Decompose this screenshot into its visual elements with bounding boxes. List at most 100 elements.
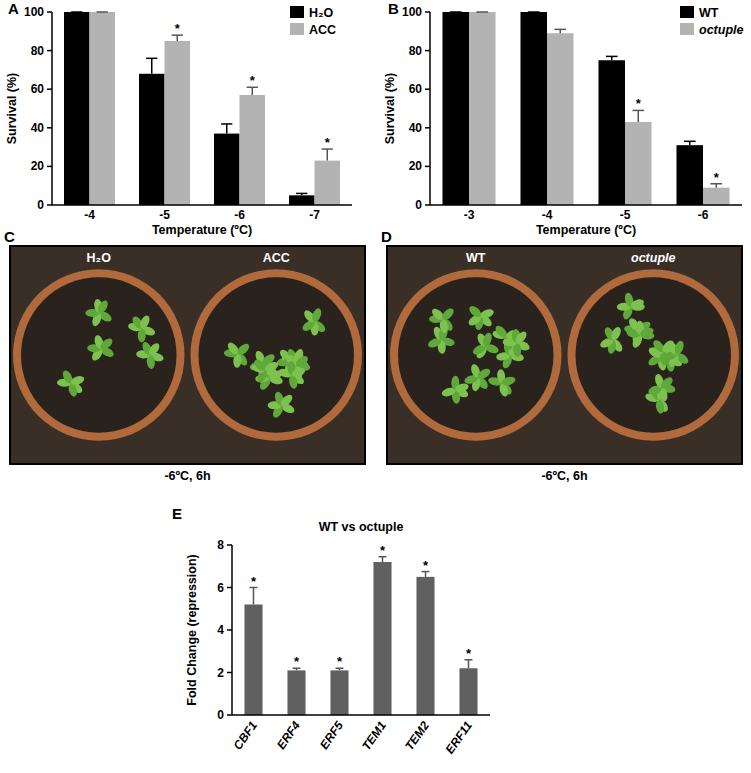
legend-label: ACC — [309, 23, 336, 37]
bar — [287, 670, 305, 715]
y-tick-label: 0 — [37, 198, 44, 212]
leaf — [482, 332, 494, 348]
bar — [625, 122, 652, 205]
y-tick-label: 20 — [409, 159, 423, 173]
error-bar — [465, 660, 473, 669]
y-tick — [47, 88, 52, 90]
error-line — [226, 124, 228, 134]
error-cap — [71, 11, 82, 13]
bar — [315, 161, 341, 205]
bar — [244, 605, 262, 716]
marks — [64, 12, 340, 205]
y-tick-label: 6 — [217, 581, 224, 595]
y-tick-label: 8 — [217, 538, 224, 552]
y-tick-label: 0 — [217, 708, 224, 722]
x-tick-label: ERF4 — [274, 718, 303, 751]
leaf — [279, 393, 295, 408]
photo — [387, 246, 742, 464]
bar — [469, 12, 496, 205]
leaf — [454, 382, 470, 394]
error-bar — [71, 12, 82, 13]
error-bar — [606, 56, 618, 60]
error-bar — [450, 12, 462, 13]
error-cap — [684, 141, 696, 143]
legend-label: H₂O — [309, 6, 334, 20]
soil — [398, 277, 554, 433]
y-tick — [227, 629, 232, 631]
error-cap — [221, 123, 232, 125]
significance: * — [294, 654, 300, 669]
y-axis — [429, 12, 431, 205]
photo-label: WT — [466, 251, 486, 265]
legend-label: octuple — [699, 23, 743, 37]
leaf — [96, 299, 110, 315]
x-tick-label: CBF1 — [231, 718, 261, 752]
chart-2: ******02468CBF1ERF4ERF5TEM1TEM2ERF11Fold… — [172, 505, 490, 757]
panel-letter: A — [8, 0, 19, 17]
photo-label: octuple — [631, 251, 675, 265]
photo-label: ACC — [263, 251, 290, 265]
legend-swatch — [290, 6, 304, 18]
y-tick-label: 60 — [31, 82, 45, 96]
leaf — [629, 298, 645, 311]
bar — [459, 668, 477, 715]
y-tick — [425, 11, 430, 13]
y-tick-label: 100 — [24, 5, 44, 19]
x-axis-label: Temperature (ºC) — [152, 223, 252, 237]
y-tick-label: 20 — [31, 159, 45, 173]
significance: * — [714, 170, 720, 185]
y-tick — [47, 50, 52, 52]
x-tick-label: -4 — [542, 208, 553, 222]
panel-letter: D — [381, 228, 392, 245]
y-tick-label: 4 — [217, 623, 224, 637]
marks — [244, 562, 477, 715]
significance: * — [337, 654, 343, 669]
y-tick-label: 40 — [31, 121, 45, 135]
panel-letter: E — [172, 505, 182, 522]
legend-label: WT — [699, 6, 719, 20]
error-cap — [476, 11, 488, 13]
error-cap — [146, 58, 157, 60]
y-tick-label: 0 — [415, 198, 422, 212]
y-tick-label: 80 — [409, 44, 423, 58]
leaf — [70, 374, 86, 386]
y-tick — [47, 204, 52, 206]
y-axis-label: Survival (%) — [5, 73, 19, 145]
bar — [416, 577, 434, 715]
bar — [703, 188, 730, 205]
error-bar — [632, 110, 644, 122]
leaf — [467, 304, 483, 319]
y-axis-label: Fold Change (repression) — [185, 554, 199, 705]
x-tick-label: -4 — [84, 208, 95, 222]
x-tick-label: -7 — [309, 208, 320, 222]
photo-panel: DWToctuple-6ºC, 6h — [381, 228, 742, 483]
error-bar — [684, 141, 696, 145]
leaf — [639, 326, 655, 339]
leaf — [290, 366, 306, 379]
error-line — [253, 588, 255, 605]
error-bar — [476, 12, 488, 13]
error-bar — [247, 87, 258, 95]
x-tick-label: -5 — [620, 208, 631, 222]
bar — [547, 33, 574, 205]
bar — [90, 12, 116, 205]
significance: * — [466, 646, 472, 661]
leaf — [501, 375, 517, 387]
legend-swatch — [680, 6, 694, 18]
y-tick-label: 2 — [217, 666, 224, 680]
y-tick — [47, 166, 52, 168]
y-tick — [227, 672, 232, 674]
chart-1: B**020406080100-3-4-5-6Temperature (ºC)S… — [383, 0, 743, 237]
leaf — [514, 330, 529, 346]
y-axis-label: Survival (%) — [383, 73, 397, 145]
error-line — [252, 87, 254, 95]
error-bar — [554, 29, 566, 33]
x-tick-label: ERF11 — [443, 718, 476, 756]
photo-caption: -6ºC, 6h — [164, 469, 210, 483]
x-axis — [430, 204, 742, 206]
y-axis — [51, 12, 53, 205]
bar — [64, 12, 90, 205]
pot — [191, 269, 363, 441]
bar — [240, 95, 266, 205]
y-tick — [227, 714, 232, 716]
